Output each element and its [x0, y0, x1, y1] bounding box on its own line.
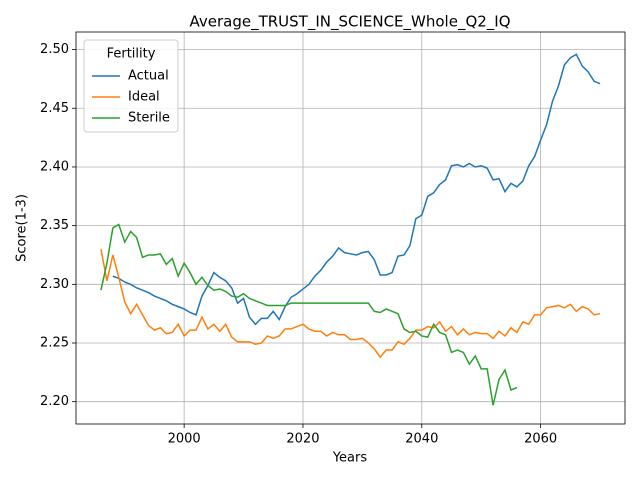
legend-label: Sterile: [128, 111, 170, 126]
y-tick-label: 2.40: [40, 159, 69, 174]
legend-label: Actual: [128, 69, 169, 84]
x-tick-label: 2000: [168, 432, 201, 447]
x-tick-label: 2040: [405, 432, 438, 447]
series-line: [100, 248, 601, 359]
y-tick-label: 2.50: [40, 42, 69, 57]
series-line: [112, 53, 601, 326]
y-tick-label: 2.20: [40, 394, 69, 409]
y-axis-label: Score(1-3): [15, 194, 30, 262]
y-tick-label: 2.30: [40, 277, 69, 292]
chart-title: Average_TRUST_IN_SCIENCE_Whole_Q2_IQ: [189, 13, 510, 32]
legend-title: Fertility: [107, 47, 156, 62]
plot-frame: [75, 31, 626, 425]
legend-label: Ideal: [128, 90, 160, 105]
y-tick-label: 2.45: [40, 101, 69, 116]
legend-box: [83, 39, 179, 133]
x-axis-label: Years: [332, 451, 368, 466]
y-tick-label: 2.35: [40, 218, 69, 233]
y-tick-label: 2.25: [40, 336, 69, 351]
x-tick-label: 2020: [286, 432, 319, 447]
x-tick-label: 2060: [524, 432, 557, 447]
series-line: [100, 223, 518, 406]
